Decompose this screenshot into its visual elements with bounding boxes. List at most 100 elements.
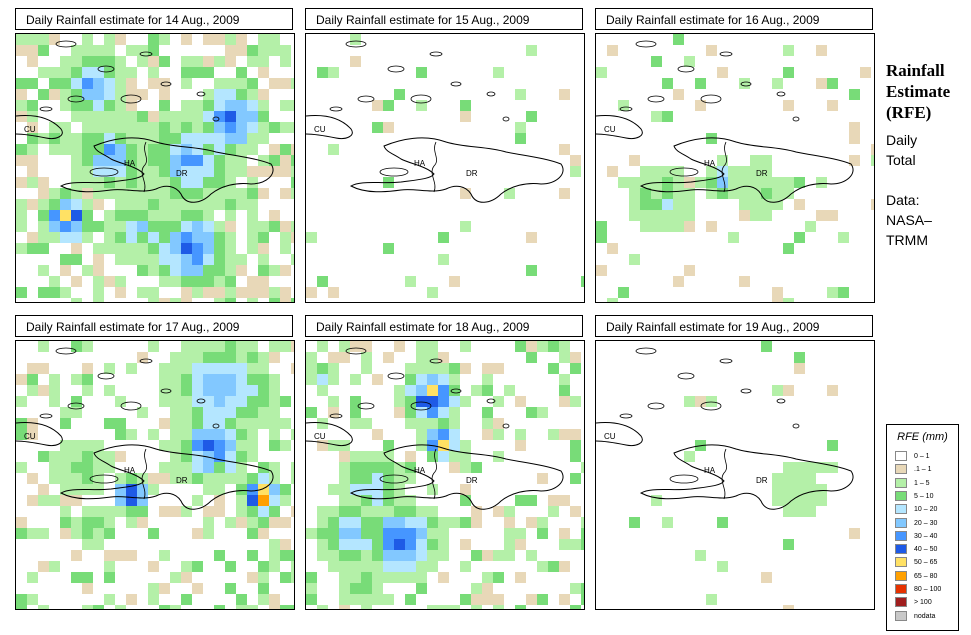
rainfall-cell — [126, 188, 137, 199]
rainfall-cell — [607, 243, 618, 254]
rainfall-cell — [280, 341, 291, 352]
rainfall-cell — [247, 506, 258, 517]
rainfall-cell — [148, 155, 159, 166]
rainfall-cell — [82, 374, 93, 385]
rainfall-cell — [306, 594, 317, 605]
rainfall-cell — [104, 418, 115, 429]
rainfall-cell — [405, 528, 416, 539]
rainfall-cell — [269, 221, 280, 232]
rainfall-cell — [559, 539, 570, 550]
rainfall-cell — [236, 517, 247, 528]
cuba-coastline — [306, 422, 353, 446]
rainfall-cell — [783, 462, 794, 473]
rainfall-cell — [515, 122, 526, 133]
rainfall-cell — [629, 199, 640, 210]
rainfall-cell — [280, 484, 291, 495]
rainfall-cell — [104, 506, 115, 517]
rainfall-cell — [504, 506, 515, 517]
rainfall-cell — [269, 473, 280, 484]
rainfall-cell — [148, 122, 159, 133]
rainfall-cell — [170, 144, 181, 155]
rainfall-cell — [60, 144, 71, 155]
rainfall-cell — [170, 462, 181, 473]
rainfall-cell — [159, 506, 170, 517]
rainfall-cell — [827, 462, 838, 473]
rainfall-cell — [548, 561, 559, 572]
rainfall-cell — [192, 451, 203, 462]
rainfall-cell — [192, 583, 203, 594]
rainfall-cell — [203, 243, 214, 254]
rainfall-cell — [115, 67, 126, 78]
rainfall-cell — [761, 188, 772, 199]
rainfall-cell — [280, 539, 291, 550]
rainfall-cell — [761, 210, 772, 221]
rainfall-cell — [247, 243, 258, 254]
rainfall-cell — [405, 363, 416, 374]
rainfall-cell — [350, 34, 361, 45]
rainfall-cell — [71, 254, 82, 265]
rainfall-cell — [449, 440, 460, 451]
rainfall-cell — [38, 89, 49, 100]
rainfall-cell — [570, 539, 581, 550]
rainfall-cell — [38, 495, 49, 506]
rainfall-cell — [137, 287, 148, 298]
rainfall-cell — [93, 133, 104, 144]
rainfall-cell — [82, 572, 93, 583]
rainfall-cell — [291, 363, 294, 374]
rainfall-cell — [60, 407, 71, 418]
rainfall-cell — [137, 111, 148, 122]
island — [39, 413, 53, 419]
rainfall-cell — [269, 484, 280, 495]
rainfall-cell — [280, 232, 291, 243]
rainfall-cell — [170, 177, 181, 188]
rainfall-cell — [93, 517, 104, 528]
island — [387, 65, 405, 73]
legend-swatch — [895, 610, 907, 621]
rainfall-cell — [148, 133, 159, 144]
cuba-coastline — [16, 115, 63, 139]
rainfall-cell — [783, 100, 794, 111]
rainfall-cell — [214, 506, 225, 517]
rainfall-cell — [581, 583, 584, 594]
rainfall-cell — [126, 111, 137, 122]
rainfall-cell — [772, 385, 783, 396]
rainfall-cell — [49, 385, 60, 396]
rainfall-cell — [247, 45, 258, 56]
rainfall-cell — [71, 528, 82, 539]
rainfall-cell — [471, 517, 482, 528]
rainfall-cell — [783, 539, 794, 550]
rainfall-cell — [71, 78, 82, 89]
rainfall-cell — [192, 287, 203, 298]
rainfall-cell — [405, 396, 416, 407]
rainfall-cell — [104, 166, 115, 177]
rainfall-cell — [49, 276, 60, 287]
rainfall-cell — [214, 407, 225, 418]
rainfall-cell — [339, 451, 350, 462]
rainfall-cell — [383, 122, 394, 133]
rainfall-cell — [93, 56, 104, 67]
rainfall-cell — [115, 276, 126, 287]
rainfall-cell — [203, 144, 214, 155]
legend-swatch — [895, 490, 907, 501]
rainfall-cell — [247, 89, 258, 100]
rainfall-cell — [148, 188, 159, 199]
rainfall-cell — [159, 254, 170, 265]
rainfall-cell — [16, 429, 27, 440]
rainfall-cell — [115, 155, 126, 166]
rainfall-cell — [192, 122, 203, 133]
haiti-dr-border — [141, 448, 147, 500]
rainfall-cell — [60, 221, 71, 232]
rainfall-cell — [291, 561, 294, 572]
rainfall-cell — [225, 34, 236, 45]
rainfall-cell — [192, 385, 203, 396]
rainfall-cell — [214, 418, 225, 429]
rainfall-cell — [706, 45, 717, 56]
rainfall-cell — [137, 122, 148, 133]
rainfall-cell — [383, 451, 394, 462]
rainfall-cell — [137, 144, 148, 155]
rainfall-cell — [225, 133, 236, 144]
rainfall-cell — [559, 429, 570, 440]
rainfall-cell — [783, 506, 794, 517]
rainfall-cell — [339, 572, 350, 583]
rainfall-cell — [339, 550, 350, 561]
